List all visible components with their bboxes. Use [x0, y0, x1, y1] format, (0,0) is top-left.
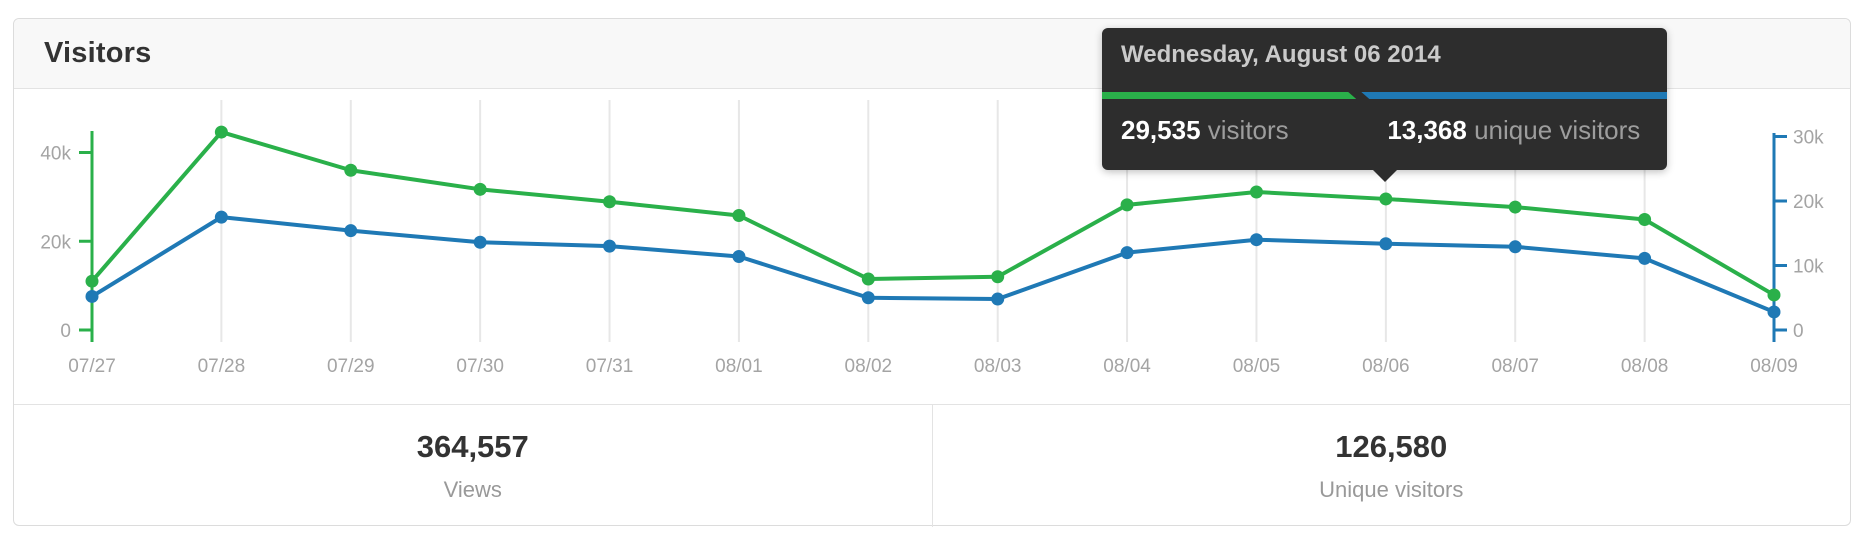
panel-title: Visitors: [44, 37, 152, 69]
right-y-axis-labels: 0 10k 20k 30k: [1793, 128, 1824, 343]
data-point[interactable]: [344, 224, 358, 238]
unique-visitors-value: 126,580: [1335, 429, 1448, 464]
data-point[interactable]: [214, 125, 228, 139]
data-point[interactable]: [1638, 213, 1652, 227]
visitors-stat-value: 29,535: [1121, 115, 1201, 145]
data-point[interactable]: [473, 182, 487, 196]
left-y-axis: [79, 131, 94, 342]
views-value: 364,557: [416, 429, 529, 464]
data-point[interactable]: [861, 291, 875, 305]
svg-text:07/28: 07/28: [198, 356, 246, 377]
svg-text:08/08: 08/08: [1621, 356, 1669, 377]
data-point[interactable]: [473, 235, 487, 249]
data-point[interactable]: [1767, 305, 1781, 319]
tooltip-date: Wednesday, August 06 2014: [1121, 41, 1441, 68]
data-point[interactable]: [1767, 288, 1781, 302]
left-y-axis-labels: 0 20k 40k: [40, 144, 71, 343]
data-point[interactable]: [603, 239, 617, 253]
svg-text:08/07: 08/07: [1491, 356, 1539, 377]
unique-visitors-series: [85, 210, 1781, 319]
data-point[interactable]: [1249, 233, 1263, 247]
data-point[interactable]: [1508, 200, 1522, 214]
x-axis-labels: 07/27 07/28 07/29 07/30 07/31 08/01 08/02 08/03…: [68, 356, 1798, 377]
data-point[interactable]: [1379, 192, 1393, 206]
svg-text:08/04: 08/04: [1103, 356, 1151, 377]
unique-visitors-summary-cell: 126,580 Unique visitors: [933, 405, 1851, 527]
visitors-stat: 29,535 visitors: [1102, 115, 1361, 146]
svg-text:40k: 40k: [40, 144, 71, 165]
svg-text:30k: 30k: [1793, 128, 1824, 149]
visitors-chart-svg: 07/27 07/28 07/29 07/30 07/31 08/01 08/02 08/03…: [40, 100, 1824, 377]
svg-text:0: 0: [60, 321, 71, 342]
data-point[interactable]: [861, 272, 875, 286]
svg-text:08/03: 08/03: [974, 356, 1022, 377]
svg-text:08/02: 08/02: [845, 356, 893, 377]
svg-text:07/29: 07/29: [327, 356, 375, 377]
data-point[interactable]: [991, 270, 1005, 284]
visitors-stat-label: visitors: [1207, 115, 1289, 145]
visitors-bar: [1102, 92, 1356, 99]
svg-text:08/05: 08/05: [1233, 356, 1281, 377]
unique-visitors-label: Unique visitors: [1319, 477, 1464, 502]
views-label: Views: [443, 477, 502, 502]
tooltip-color-bar: [1102, 92, 1667, 99]
svg-text:07/31: 07/31: [586, 356, 634, 377]
data-point[interactable]: [603, 195, 617, 209]
data-point[interactable]: [1638, 251, 1652, 265]
chart-tooltip: Wednesday, August 06 2014 29,535 visitor…: [1102, 28, 1667, 182]
unique-visitors-stat-label: unique visitors: [1474, 115, 1641, 145]
svg-text:08/01: 08/01: [715, 356, 763, 377]
data-point[interactable]: [85, 274, 99, 288]
data-point[interactable]: [344, 163, 358, 177]
unique-visitors-stat: 13,368 unique visitors: [1361, 115, 1640, 146]
svg-text:07/27: 07/27: [68, 356, 116, 377]
tooltip-stats: 29,535 visitors 13,368 unique visitors: [1102, 115, 1667, 146]
data-point[interactable]: [214, 210, 228, 224]
svg-text:08/06: 08/06: [1362, 356, 1410, 377]
views-summary-cell: 364,557 Views: [14, 405, 933, 527]
chart-area[interactable]: 07/27 07/28 07/29 07/30 07/31 08/01 08/02 08/03…: [14, 89, 1850, 404]
data-point[interactable]: [1120, 246, 1134, 260]
data-point[interactable]: [1379, 237, 1393, 251]
tooltip-caret-icon: [1373, 170, 1397, 182]
svg-text:20k: 20k: [40, 232, 71, 253]
unique-visitors-bar: [1361, 92, 1667, 99]
data-point[interactable]: [1120, 198, 1134, 212]
data-point[interactable]: [732, 209, 746, 223]
data-point[interactable]: [732, 249, 746, 263]
unique-visitors-stat-value: 13,368: [1387, 115, 1467, 145]
visitors-series: [85, 125, 1781, 302]
data-point[interactable]: [991, 292, 1005, 306]
svg-text:08/09: 08/09: [1750, 356, 1798, 377]
data-point[interactable]: [1508, 240, 1522, 254]
data-point[interactable]: [1249, 185, 1263, 199]
svg-text:0: 0: [1793, 321, 1804, 342]
svg-text:20k: 20k: [1793, 192, 1824, 213]
svg-text:10k: 10k: [1793, 257, 1824, 278]
summary-row: 364,557 Views 126,580 Unique visitors: [14, 404, 1850, 527]
data-point[interactable]: [85, 289, 99, 303]
svg-text:07/30: 07/30: [456, 356, 504, 377]
